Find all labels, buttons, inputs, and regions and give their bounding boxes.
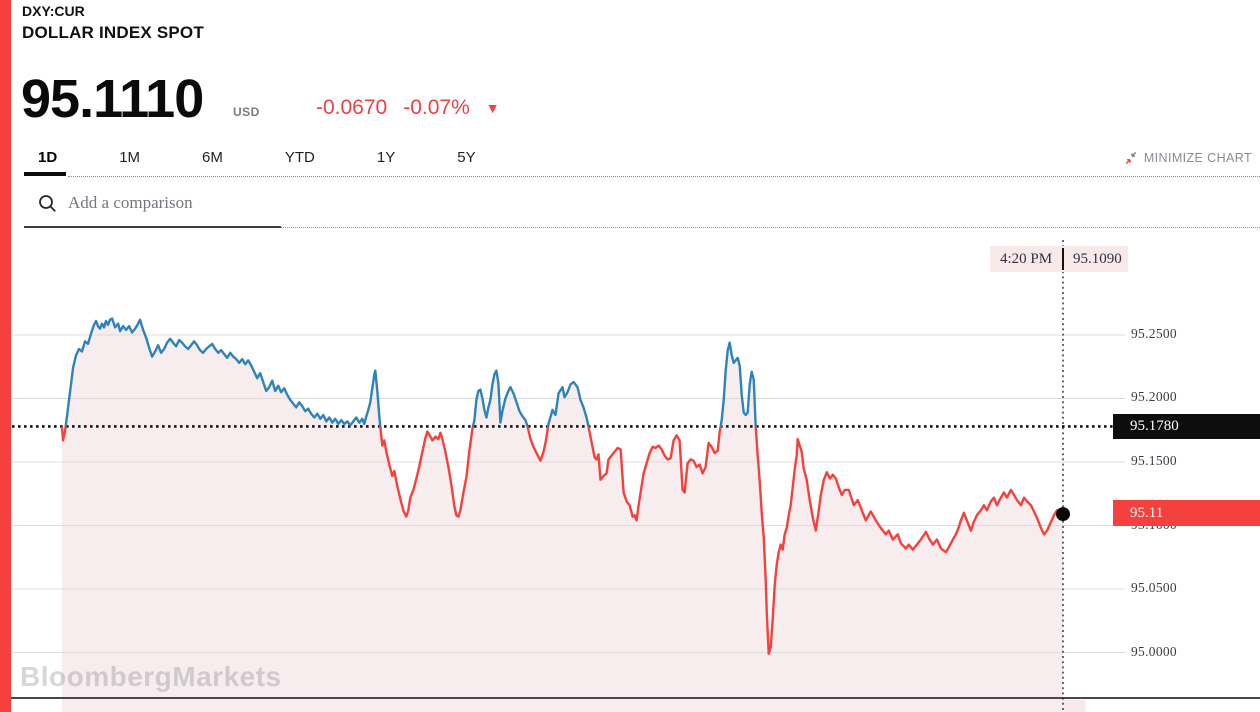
tab-1m[interactable]: 1M [119, 149, 141, 166]
minimize-chart-button[interactable]: MINIMIZE CHART [1124, 151, 1252, 165]
y-axis-tick-label: 95.2000 [1131, 389, 1177, 404]
price-change-row: -0.0670 -0.07% ▼ [316, 96, 500, 120]
add-comparison-input[interactable] [66, 192, 285, 214]
search-icon [39, 194, 56, 212]
price-change-percent: -0.07% [403, 96, 470, 119]
last-price-value: 95.1110 [21, 69, 204, 129]
minimize-chart-label: MINIMIZE CHART [1143, 151, 1252, 165]
ticker-symbol: DXY:CUR [22, 3, 85, 19]
tab-1y[interactable]: 1Y [376, 149, 396, 166]
previous-close-badge: 95.1780 [1113, 414, 1260, 439]
search-underline [24, 226, 281, 228]
crosshair-tooltip: 4:20 PM 95.1090 [990, 246, 1128, 272]
time-range-tabs: 1D 1M 6M YTD 1Y 5Y [38, 149, 538, 166]
y-axis-tick-label: 95.0000 [1131, 644, 1177, 659]
bloomberg-markets-watermark: BloombergMarkets [20, 661, 282, 692]
tooltip-price: 95.1090 [1073, 250, 1122, 267]
currency-label: USD [233, 105, 260, 119]
tooltip-time: 4:20 PM [990, 248, 1064, 270]
tabs-dotted-separator [68, 176, 1260, 177]
active-tab-underline [24, 172, 66, 176]
tab-1d[interactable]: 1D [38, 149, 58, 166]
y-axis-tick-label: 95.1500 [1131, 453, 1177, 468]
price-line-below-prev-close [60, 426, 1063, 655]
tab-6m[interactable]: 6M [202, 149, 223, 166]
tab-ytd[interactable]: YTD [284, 149, 315, 166]
search-dotted-separator [281, 227, 1260, 228]
collapse-arrows-icon [1125, 151, 1137, 165]
left-accent-bar [0, 0, 11, 712]
x-axis-hover-stub [1063, 700, 1086, 712]
security-name: DOLLAR INDEX SPOT [22, 23, 204, 42]
price-change-absolute: -0.0670 [316, 96, 388, 119]
tab-5y[interactable]: 5Y [457, 149, 476, 166]
y-axis-tick-label: 95.0500 [1131, 580, 1177, 595]
price-line-above-prev-close [61, 317, 757, 427]
down-arrow-icon: ▼ [485, 99, 500, 116]
last-price-badge: 95.11 [1113, 500, 1260, 526]
comparison-search [38, 192, 285, 214]
y-axis-tick-label: 95.2500 [1131, 326, 1177, 341]
last-price-dot [1056, 507, 1070, 522]
